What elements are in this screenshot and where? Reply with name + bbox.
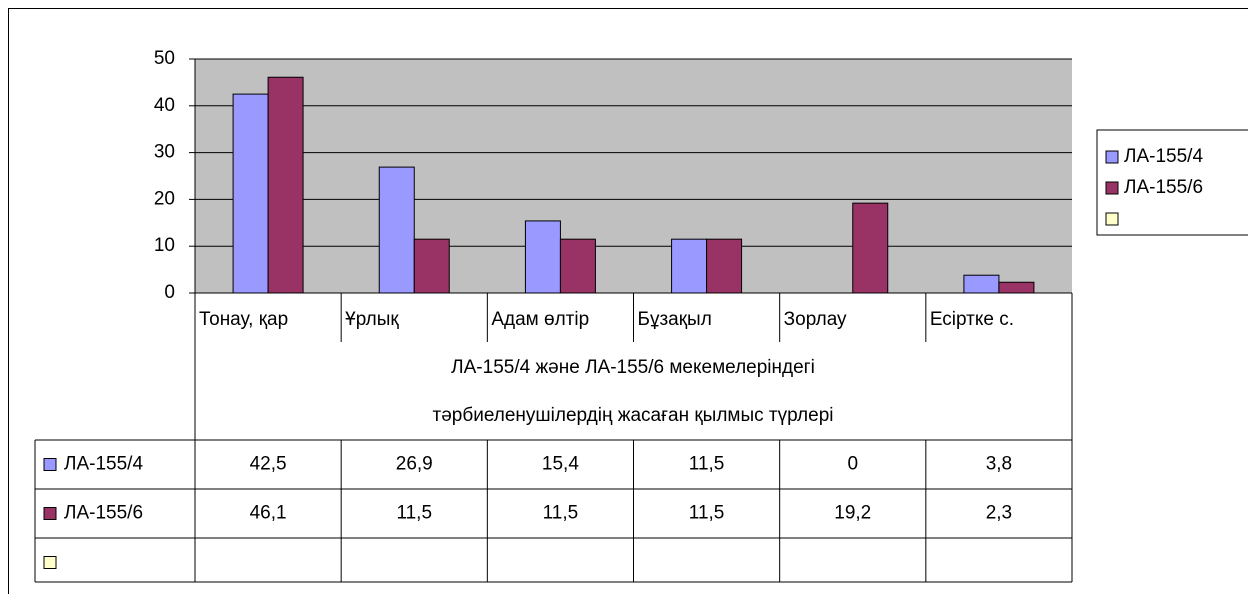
table-cell: 11,5 — [396, 503, 432, 524]
y-tick-label: 20 — [154, 188, 175, 209]
bar — [706, 238, 743, 294]
y-tick-label: 50 — [154, 48, 175, 69]
bar — [671, 238, 708, 294]
y-tick-label: 0 — [164, 282, 175, 303]
table-cell: 2,3 — [986, 503, 1012, 524]
table-cell: 11,5 — [689, 503, 725, 524]
table-cell: 26,9 — [396, 454, 433, 475]
x-tick-label: Зорлау — [784, 309, 847, 330]
table-row-label: ЛА-155/4 — [64, 454, 143, 475]
x-tick-label: Есіртке с. — [930, 309, 1014, 330]
legend-key — [1105, 150, 1119, 164]
table-cell: 11,5 — [543, 503, 579, 524]
legend-label: ЛА-155/4 — [1124, 146, 1203, 167]
x-axis-title: тәрбиеленушілердің жасаған қылмыс түрлер… — [433, 405, 834, 426]
table-cell: 11,5 — [689, 454, 725, 475]
bar — [524, 220, 561, 294]
bar — [559, 238, 596, 294]
x-tick-label: Бұзақыл — [638, 309, 712, 330]
table-cell: 15,4 — [542, 454, 579, 475]
legend-key — [43, 556, 57, 569]
legend-box — [1096, 129, 1248, 236]
x-tick-label: Адам өлтір — [491, 309, 589, 330]
table-cell: 3,8 — [986, 454, 1012, 475]
table-cell: 46,1 — [250, 503, 287, 524]
bar — [267, 76, 304, 294]
bar — [413, 238, 450, 294]
legend-key — [1105, 181, 1119, 195]
legend-key — [43, 458, 57, 471]
bar — [963, 274, 1000, 294]
legend-key — [43, 507, 57, 520]
y-tick-label: 10 — [154, 235, 175, 256]
bar — [852, 202, 889, 294]
plot-area — [195, 59, 1072, 293]
legend-label: ЛА-155/6 — [1124, 177, 1203, 198]
y-tick-label: 30 — [154, 142, 175, 163]
x-axis-title: ЛА-155/4 және ЛА-155/6 мекемелеріндегі — [451, 357, 815, 378]
table-cell: 42,5 — [250, 454, 287, 475]
table-cell: 19,2 — [834, 503, 871, 524]
bar — [998, 281, 1035, 294]
x-tick-label: Тонау, қар — [199, 309, 288, 330]
table-row-label: ЛА-155/6 — [64, 503, 143, 524]
y-tick-label: 40 — [154, 95, 175, 116]
x-tick-label: Ұрлық — [345, 309, 399, 330]
table-cell: 0 — [847, 454, 858, 475]
legend-key — [1105, 212, 1119, 226]
bar — [378, 166, 415, 294]
bar — [232, 93, 269, 294]
